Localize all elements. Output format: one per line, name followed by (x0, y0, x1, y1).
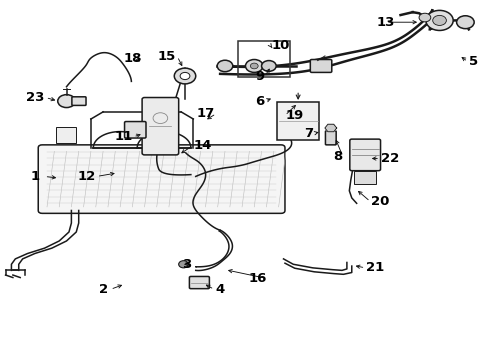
Text: 20: 20 (370, 195, 389, 208)
Text: 11: 11 (114, 130, 132, 144)
FancyBboxPatch shape (310, 59, 331, 72)
FancyBboxPatch shape (325, 131, 335, 145)
Text: 22: 22 (380, 152, 399, 165)
Circle shape (261, 60, 276, 71)
Text: 7: 7 (303, 127, 312, 140)
FancyBboxPatch shape (142, 98, 178, 155)
Text: 6: 6 (254, 95, 264, 108)
FancyBboxPatch shape (56, 127, 76, 143)
Text: 8: 8 (332, 150, 341, 163)
Circle shape (245, 59, 263, 72)
FancyBboxPatch shape (349, 139, 380, 171)
Text: 5: 5 (468, 55, 477, 68)
FancyBboxPatch shape (124, 122, 146, 138)
Circle shape (456, 16, 473, 29)
Polygon shape (325, 124, 336, 132)
Circle shape (180, 72, 189, 80)
Circle shape (217, 60, 232, 72)
Text: 9: 9 (254, 69, 264, 82)
Circle shape (174, 68, 195, 84)
Text: 12: 12 (78, 170, 96, 183)
Circle shape (425, 10, 452, 31)
Circle shape (418, 13, 430, 22)
FancyBboxPatch shape (189, 276, 209, 289)
Text: 14: 14 (193, 139, 211, 152)
Text: 13: 13 (376, 16, 394, 29)
Text: 16: 16 (247, 272, 266, 285)
Text: 3: 3 (181, 258, 190, 271)
FancyBboxPatch shape (38, 145, 285, 213)
Text: 23: 23 (26, 91, 44, 104)
FancyBboxPatch shape (72, 97, 86, 105)
Text: 1: 1 (31, 170, 40, 183)
Text: 18: 18 (123, 51, 142, 64)
Circle shape (178, 261, 188, 268)
Text: 15: 15 (158, 50, 176, 63)
Circle shape (58, 95, 75, 108)
Text: 4: 4 (215, 283, 224, 296)
Circle shape (250, 63, 258, 69)
Text: 10: 10 (271, 39, 289, 52)
Text: 19: 19 (285, 109, 304, 122)
Text: 21: 21 (366, 261, 384, 274)
FancyBboxPatch shape (277, 102, 319, 140)
Text: 2: 2 (99, 283, 108, 296)
Circle shape (432, 15, 446, 26)
Text: 17: 17 (197, 107, 215, 120)
FancyBboxPatch shape (353, 171, 375, 184)
